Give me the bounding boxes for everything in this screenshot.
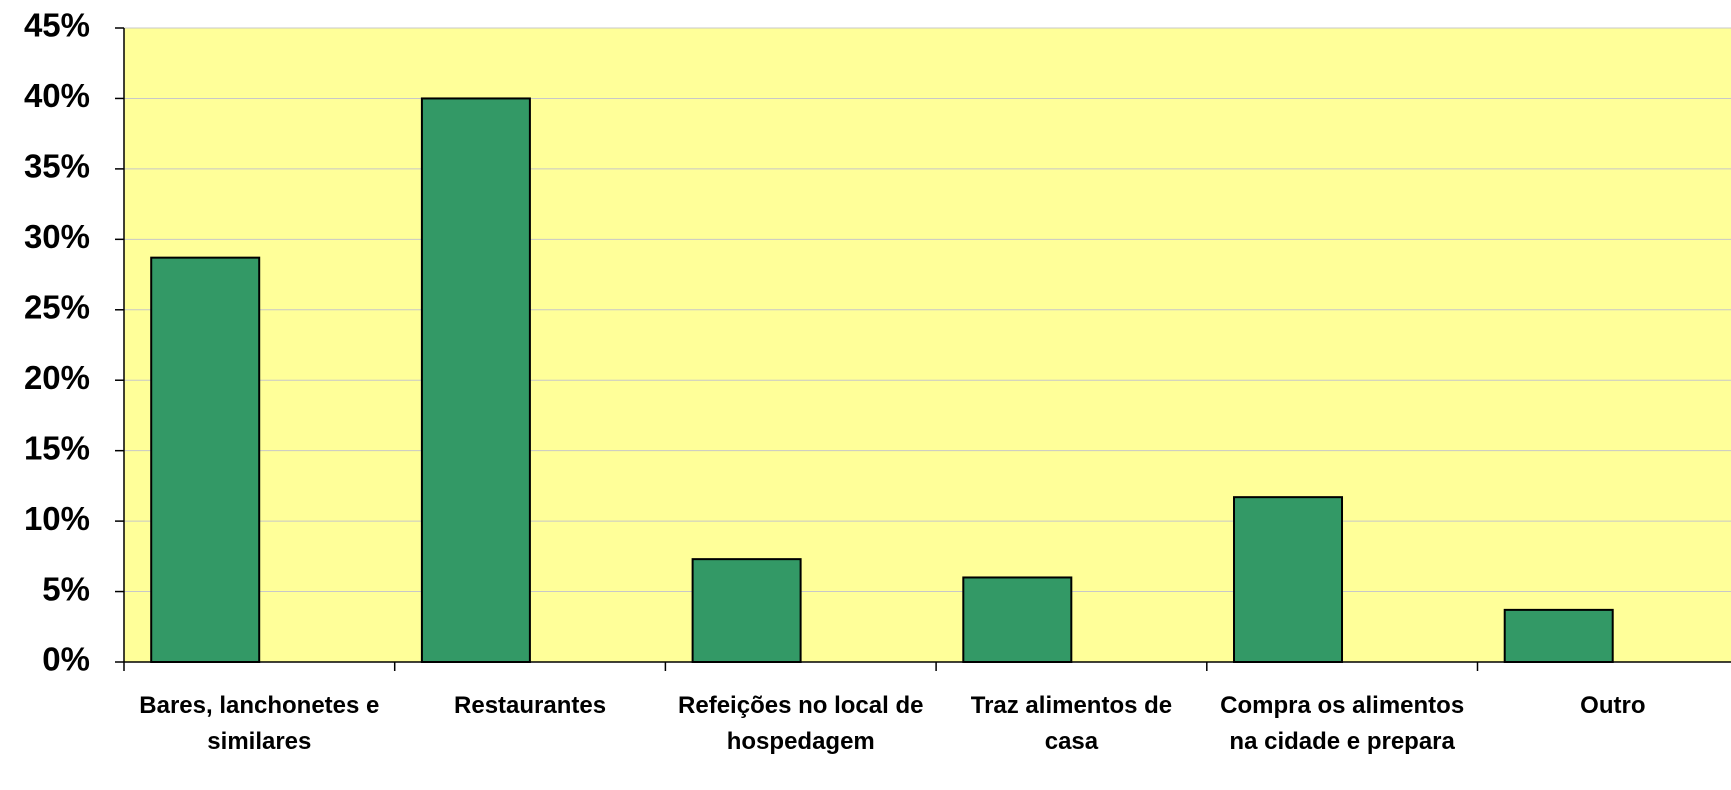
x-tick-label: Traz alimentos de casa [970,692,1173,755]
y-tick-label: 45% [24,7,90,44]
y-tick-label: 15% [24,429,90,466]
y-tick-label: 30% [24,218,90,255]
y-tick-label: 40% [24,77,90,114]
x-tick-label: Restaurantes [454,692,607,719]
y-tick-label: 20% [24,359,90,396]
x-tick-label: Compra os alimentos na cidade e prepara [1220,692,1465,755]
bar [962,576,1073,664]
y-tick-label: 35% [24,148,90,185]
x-tick-label: Outro [1580,692,1646,719]
x-tick-label: Bares, lanchonetes e similares [139,692,380,755]
bar [691,558,802,664]
bar [420,97,531,663]
x-tick-label: Refeições no local de hospedagem [678,692,924,755]
bar [1503,608,1614,663]
bar [150,256,261,663]
y-tick-label: 10% [24,500,90,537]
y-tick-label: 0% [42,641,90,678]
bar [1233,496,1344,663]
y-tick-label: 25% [24,288,90,325]
y-tick-label: 5% [42,570,90,607]
plot-area [123,27,1731,663]
